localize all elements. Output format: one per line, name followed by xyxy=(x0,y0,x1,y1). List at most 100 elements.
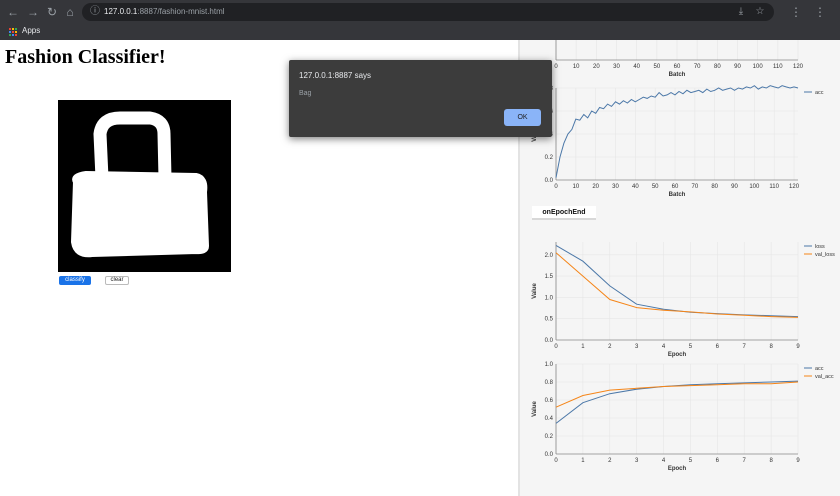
download-icon[interactable]: ⤓ xyxy=(738,6,744,17)
legend-label-val_loss: val_loss xyxy=(815,252,835,258)
x-tick-label: 120 xyxy=(789,184,800,190)
x-tick-label: 6 xyxy=(716,458,720,464)
apps-grid-dot xyxy=(9,34,11,36)
x-tick-label: 60 xyxy=(674,64,681,70)
x-tick-label: 1 xyxy=(581,458,585,464)
address-bar[interactable]: ⓘ 127.0.0.1:8887/fashion-mnist.html ⤓ ☆ xyxy=(82,3,774,21)
x-tick-label: 40 xyxy=(632,184,639,190)
apps-grid-dot xyxy=(15,28,17,30)
bookmark-star-icon[interactable]: ☆ xyxy=(755,6,765,17)
x-tick-label: 4 xyxy=(662,458,666,464)
alert-ok-button[interactable]: OK xyxy=(504,109,541,126)
bag-drawing xyxy=(71,111,209,258)
x-tick-label: 20 xyxy=(592,184,599,190)
x-tick-label: 70 xyxy=(694,64,701,70)
x-tick-label: 110 xyxy=(773,64,783,70)
visor-charts: 0 10 20 30 40 50 60 70 80 90 100 110 120Batch0.00.20… xyxy=(532,40,835,472)
y-tick-label: 1.0 xyxy=(545,362,554,368)
x-axis-label: Epoch xyxy=(668,466,687,472)
x-axis-label: Batch xyxy=(669,72,686,78)
x-tick-label: 5 xyxy=(689,344,693,350)
apps-grid-dot xyxy=(12,28,14,30)
x-tick-label: 8 xyxy=(769,344,773,350)
y-tick-label: 0.5 xyxy=(545,317,554,323)
x-tick-label: 20 xyxy=(593,64,600,70)
legend-label-loss: loss xyxy=(815,244,825,250)
y-tick-label: 1.5 xyxy=(545,274,554,280)
y-tick-label: 2.0 xyxy=(545,253,554,259)
browser-chrome: ← → ↻ ⌂ ⓘ 127.0.0.1:8887/fashion-mnist.h… xyxy=(0,0,840,40)
x-tick-label: 30 xyxy=(613,64,620,70)
x-tick-label: 5 xyxy=(689,458,693,464)
x-tick-label: 0 xyxy=(554,458,558,464)
y-axis-label: Value xyxy=(532,283,538,299)
y-tick-label: 0.0 xyxy=(545,452,554,458)
apps-grid-dot xyxy=(15,34,17,36)
visor-panel: 0 10 20 30 40 50 60 70 80 90 100 110 120 Batch 0.0 0.2 0… xyxy=(518,40,840,496)
alert-dialog: 127.0.0.1:8887 says Bag OK xyxy=(289,60,552,137)
x-tick-label: 10 xyxy=(573,64,580,70)
page-content: Fashion Classifier! classify clear 0 10 20… xyxy=(0,40,840,496)
drawing-canvas[interactable] xyxy=(58,100,231,272)
apps-grid-dot xyxy=(9,31,11,33)
url-path: :8887/fashion-mnist.html xyxy=(137,7,225,16)
x-tick-label: 9 xyxy=(796,458,800,464)
y-tick-label: 0.0 xyxy=(545,178,554,184)
x-tick-label: 6 xyxy=(716,344,720,350)
y-tick-label: 0.2 xyxy=(545,434,554,440)
x-tick-label: 80 xyxy=(711,184,718,190)
x-tick-label: 1 xyxy=(581,344,585,350)
x-axis-label: Epoch xyxy=(668,352,687,358)
reload-icon[interactable]: ↻ xyxy=(46,5,58,19)
bookmarks-bar: Apps xyxy=(0,24,840,40)
y-tick-label: 0.2 xyxy=(545,155,554,161)
x-tick-label: 80 xyxy=(714,64,721,70)
site-info-icon[interactable]: ⓘ xyxy=(90,6,100,17)
x-tick-label: 0 xyxy=(554,64,558,70)
y-tick-label: 0.6 xyxy=(545,398,554,404)
tab-on-epoch-end[interactable]: onEpochEnd xyxy=(532,206,596,220)
x-tick-label: 3 xyxy=(635,344,639,350)
x-tick-label: 50 xyxy=(653,64,660,70)
x-tick-label: 7 xyxy=(743,458,747,464)
series-line-acc xyxy=(555,380,799,424)
apps-grid-icon[interactable] xyxy=(9,28,18,37)
alert-origin: 127.0.0.1:8887 says xyxy=(299,71,372,80)
x-tick-label: 30 xyxy=(612,184,619,190)
series-line-val_loss xyxy=(555,252,799,318)
series-line-val_acc xyxy=(555,381,799,408)
x-tick-label: 0 xyxy=(554,344,558,350)
series-line-loss xyxy=(555,244,799,318)
x-tick-label: 60 xyxy=(672,184,679,190)
x-tick-label: 9 xyxy=(796,344,800,350)
x-tick-label: 10 xyxy=(572,184,579,190)
series-line-acc xyxy=(555,85,799,178)
clear-button[interactable]: clear xyxy=(105,276,129,285)
chart-2: 0.0 0.5 1.0 1.5 2.0 0 1 2 3 4 5 6 7 8 9 Epoch Value loss v… xyxy=(532,242,835,358)
apps-grid-dot xyxy=(15,31,17,33)
x-tick-label: 50 xyxy=(652,184,659,190)
legend-label-val_acc: val_acc xyxy=(815,374,834,380)
forward-icon[interactable]: → xyxy=(27,5,39,19)
apps-grid-dot xyxy=(12,31,14,33)
x-tick-label: 100 xyxy=(749,184,760,190)
home-icon[interactable]: ⌂ xyxy=(66,5,74,19)
chart-3: 0.0 0.2 0.4 0.6 0.8 1.0 0 1 2 3 4 5 6 7 8 9 Epoch Value ac… xyxy=(532,362,834,472)
apps-bookmark[interactable]: Apps xyxy=(22,26,41,35)
classify-button[interactable]: classify xyxy=(59,276,91,285)
x-tick-label: 2 xyxy=(608,344,612,350)
back-icon[interactable]: ← xyxy=(7,5,19,19)
page-title: Fashion Classifier! xyxy=(5,46,166,68)
x-tick-label: 8 xyxy=(769,458,773,464)
y-axis-label: Value xyxy=(532,401,538,417)
x-tick-label: 2 xyxy=(608,458,612,464)
browser-toolbar: ← → ↻ ⌂ ⓘ 127.0.0.1:8887/fashion-mnist.h… xyxy=(0,0,840,24)
x-tick-label: 120 xyxy=(793,64,804,70)
apps-grid-dot xyxy=(9,28,11,30)
chart-1: 0.00.20.40.60.80102030405060708090100110… xyxy=(532,85,824,198)
y-tick-label: 0.0 xyxy=(545,338,554,344)
browser-menu-icon[interactable]: ⋮ xyxy=(814,5,826,19)
x-tick-label: 90 xyxy=(734,64,741,70)
y-tick-label: 1.0 xyxy=(545,295,554,301)
x-tick-label: 70 xyxy=(692,184,699,190)
